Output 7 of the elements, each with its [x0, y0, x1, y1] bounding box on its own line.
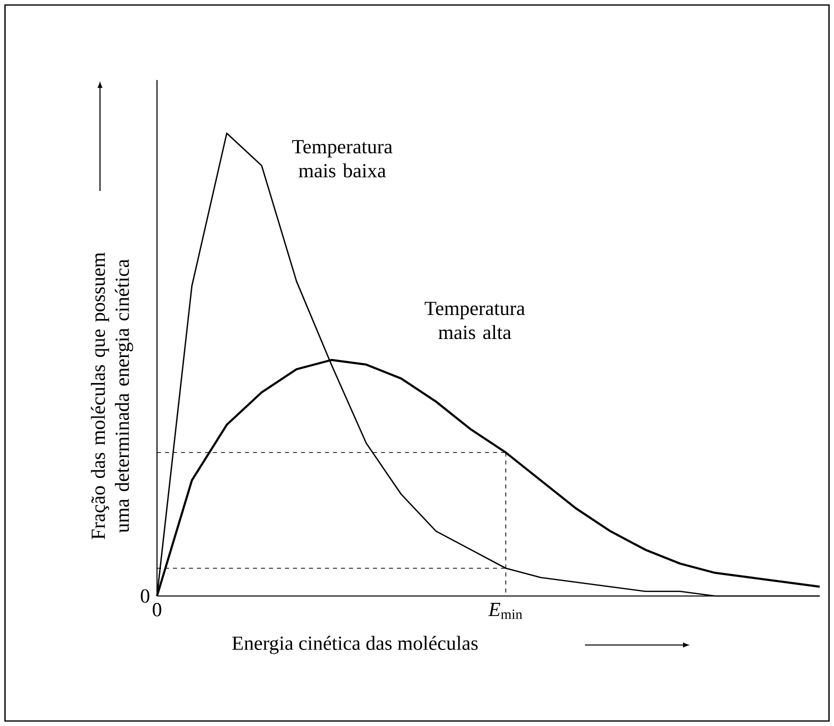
- text: 0: [140, 589, 150, 603]
- x-axis-title: Energia cinética das moléculas: [232, 636, 478, 654]
- series-label: Temperatura mais baixa: [292, 140, 392, 178]
- y-axis-title: Fração das moléculas que possuem uma determinada energia cinética: [90, 252, 134, 540]
- text: 0: [152, 602, 162, 616]
- text: Temperatura mais alta: [424, 302, 525, 340]
- text: E$_{min}$: [488, 602, 522, 619]
